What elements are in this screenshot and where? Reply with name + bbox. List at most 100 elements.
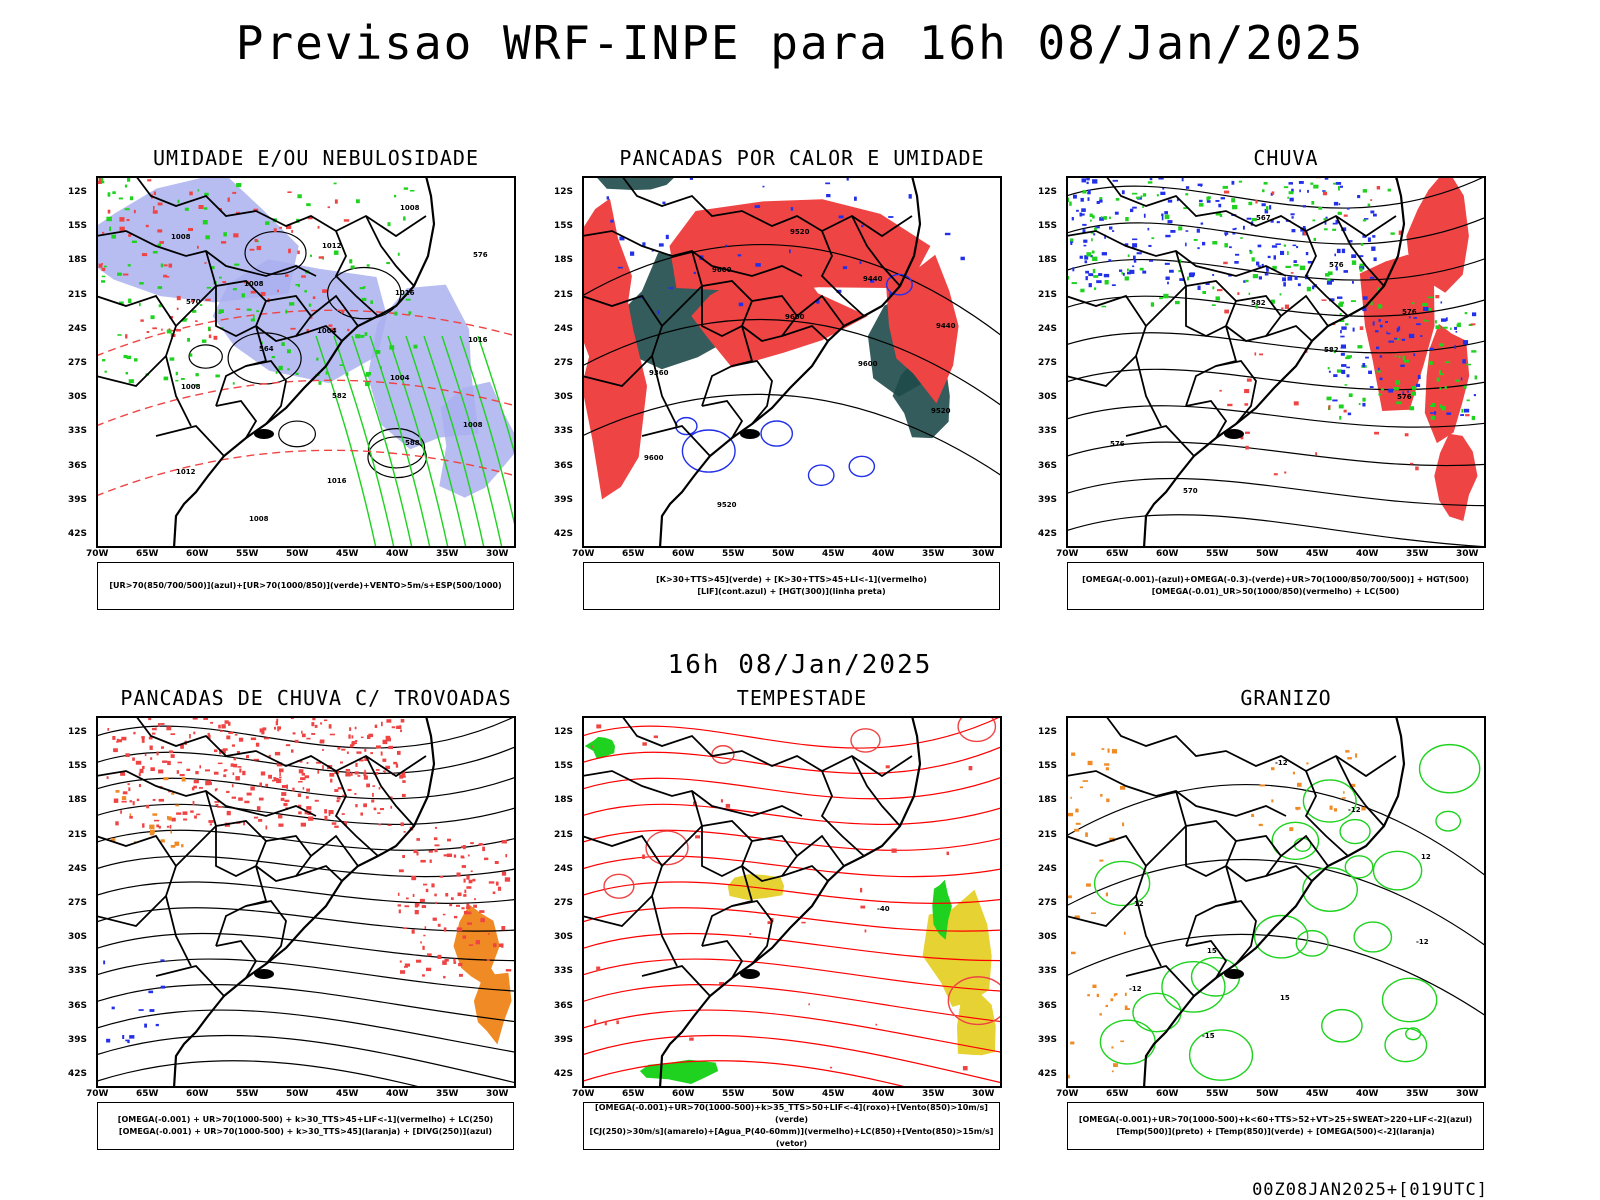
field-speckle: [498, 943, 503, 947]
field-speckle: [403, 187, 409, 190]
field-speckle: [256, 245, 262, 251]
field-speckle: [1329, 298, 1335, 302]
field-speckle: [1122, 822, 1125, 827]
field-speckle: [1264, 272, 1269, 276]
map-frame: [1066, 176, 1486, 548]
field-speckle: [278, 814, 283, 819]
latitude-tick-label: 21S: [554, 289, 574, 300]
field-speckle: [405, 298, 411, 301]
contour-line: [1353, 921, 1393, 953]
field-speckle: [1311, 201, 1315, 205]
field-speckle: [201, 339, 207, 343]
field-speckle: [297, 250, 300, 255]
field-speckle: [1197, 247, 1200, 250]
field-speckle: [1282, 277, 1286, 282]
field-speckle: [349, 259, 353, 264]
latitude-tick-label: 27S: [554, 358, 574, 368]
field-speckle: [1262, 189, 1265, 193]
field-speckle: [1175, 300, 1180, 305]
field-speckle: [1291, 188, 1294, 193]
field-speckle: [1081, 178, 1086, 183]
field-speckle: [808, 1003, 810, 1006]
field-speckle: [139, 768, 144, 774]
field-speckle: [367, 735, 371, 739]
field-speckle: [1429, 347, 1434, 351]
field-speckle: [1328, 370, 1331, 373]
field-speckle: [1325, 216, 1328, 219]
contour-line: [96, 829, 516, 851]
panel-trovoadas: PANCADAS DE CHUVA C/ TROVOADAS [OMEGA(-0…: [66, 686, 566, 1156]
field-speckle: [472, 878, 476, 882]
field-speckle: [220, 730, 223, 732]
latitude-tick-label: 39S: [1038, 494, 1058, 505]
contour-value-label: 576: [473, 251, 488, 259]
field-speckle: [375, 769, 380, 771]
field-speckle: [1460, 377, 1463, 381]
field-speckle: [1426, 279, 1430, 283]
field-speckle: [1370, 301, 1373, 306]
map-frame: [1066, 716, 1486, 1088]
field-speckle: [1185, 242, 1187, 247]
field-speckle: [1220, 197, 1225, 200]
state-border: [582, 230, 803, 277]
field-speckle: [466, 886, 472, 889]
field-speckle: [274, 751, 281, 756]
field-speckle: [1255, 304, 1258, 309]
field-speckle: [1439, 387, 1442, 390]
field-speckle: [425, 888, 429, 893]
field-speckle: [466, 911, 472, 915]
field-speckle: [176, 307, 179, 310]
field-speckle: [253, 314, 255, 320]
field-speckle: [394, 311, 398, 316]
field-speckle: [350, 265, 355, 269]
field-speckle: [300, 822, 306, 827]
field-speckle: [243, 821, 245, 826]
field-speckle: [431, 883, 435, 888]
field-speckle: [1456, 323, 1460, 328]
field-speckle: [1249, 250, 1253, 254]
field-speckle: [1422, 302, 1428, 307]
field-speckle: [328, 324, 333, 327]
field-speckle: [428, 850, 433, 853]
field-speckle: [1183, 207, 1188, 210]
field-speckle: [406, 897, 409, 900]
contour-line: [681, 429, 736, 473]
field-speckle: [391, 726, 396, 729]
field-speckle: [203, 717, 208, 720]
contour-value-label: 9520: [717, 501, 737, 509]
field-speckle: [142, 765, 145, 769]
field-speckle: [487, 933, 490, 935]
field-speckle: [224, 769, 228, 772]
state-border: [1265, 864, 1313, 882]
state-border: [781, 324, 829, 342]
field-speckle: [290, 717, 294, 719]
field-speckle: [456, 927, 463, 932]
field-speckle: [1090, 255, 1093, 258]
state-border: [155, 424, 225, 457]
field-speckle: [1287, 276, 1293, 281]
field-speckle: [297, 194, 302, 199]
field-speckle: [960, 256, 965, 261]
field-speckle: [207, 780, 212, 785]
field-speckle: [231, 744, 235, 747]
latitude-tick-label: 27S: [68, 358, 88, 368]
field-speckle: [402, 780, 406, 783]
field-speckle: [175, 379, 179, 382]
field-speckle: [1328, 405, 1331, 410]
field-speckle: [141, 738, 145, 743]
field-speckle: [305, 796, 309, 799]
panel-umidade: UMIDADE E/OU NEBULOSIDADE 1008 1008 1004 10…: [66, 146, 566, 616]
field-speckle: [1232, 233, 1236, 235]
field-speckle: [159, 241, 164, 244]
state-border: [310, 294, 359, 327]
field-speckle: [397, 904, 401, 907]
field-speckle: [168, 816, 172, 821]
contour-value-label: 1004: [390, 374, 410, 382]
field-speckle: [885, 765, 890, 769]
field-speckle: [101, 267, 106, 271]
field-speckle: [133, 209, 136, 214]
field-speckle: [193, 780, 199, 784]
field-speckle: [157, 723, 161, 727]
